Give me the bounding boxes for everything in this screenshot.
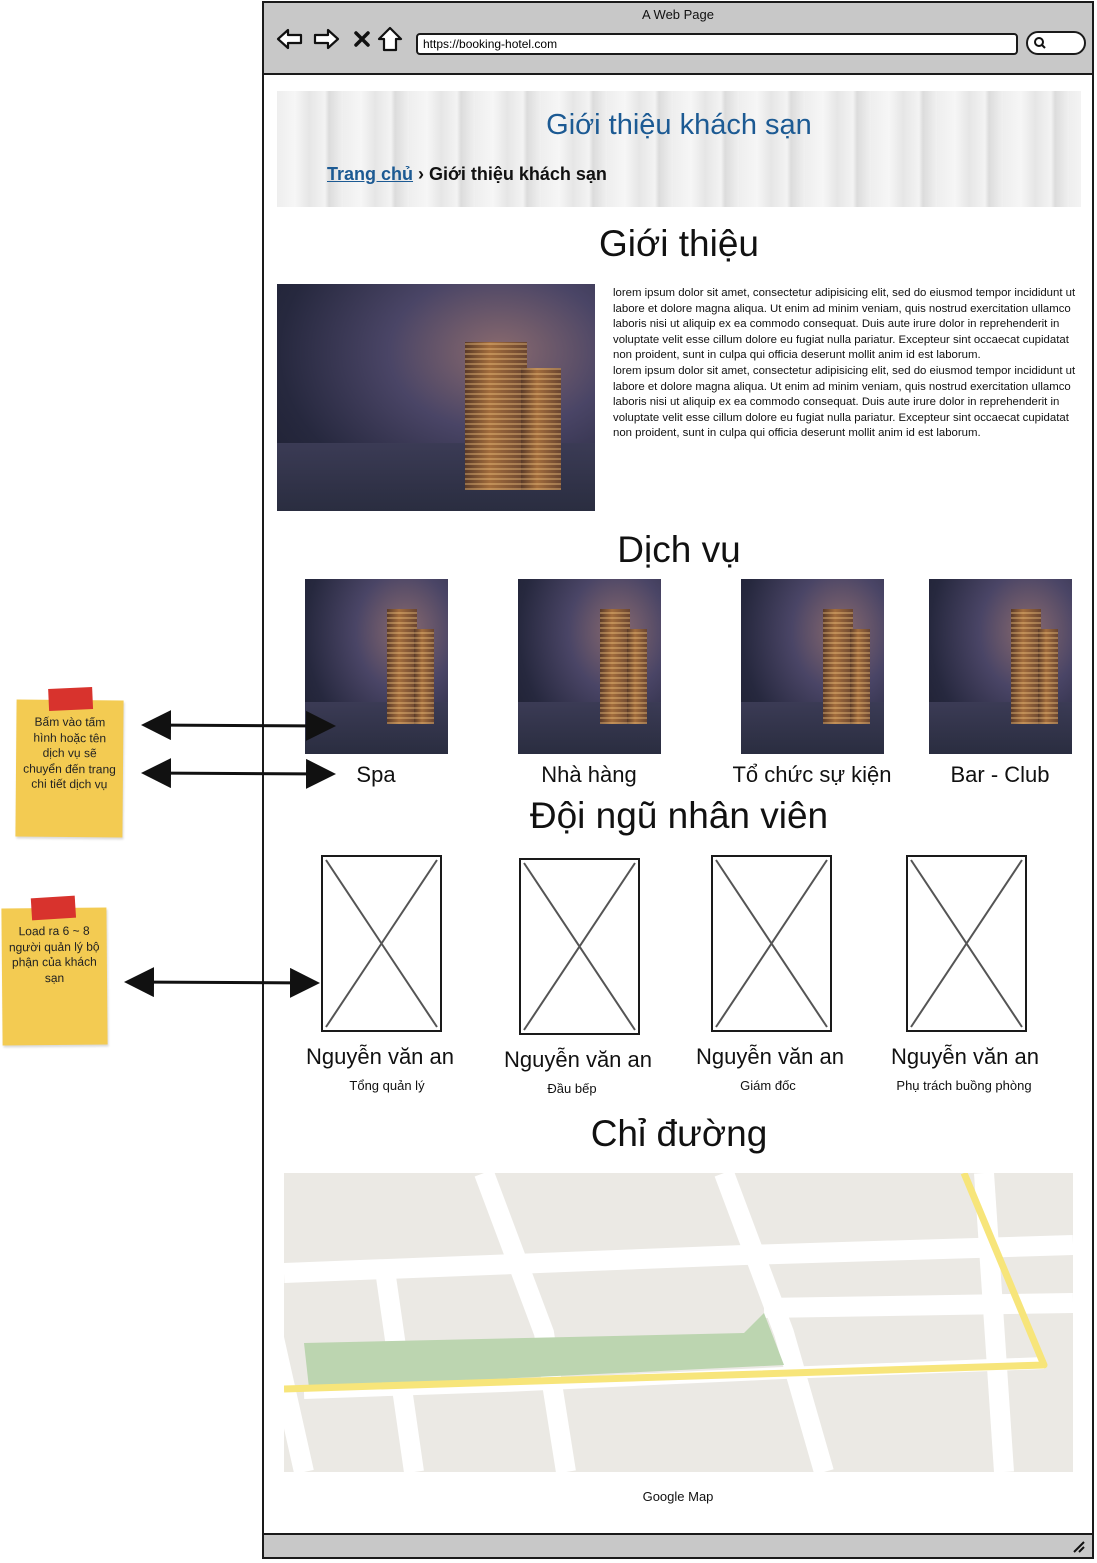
staff-photo-placeholder <box>321 855 442 1032</box>
note-text: Bấm vào tấm hình hoặc tên dịch vụ sẽ chu… <box>23 714 116 792</box>
note-text: Load ra 6 ~ 8 người quản lý bộ phận của … <box>8 923 100 985</box>
map-caption: Google Map <box>642 1489 714 1504</box>
annotation-note-staff: Load ra 6 ~ 8 người quản lý bộ phận của … <box>1 895 108 1046</box>
directions-heading: Chỉ đường <box>590 1113 768 1154</box>
arrow-right-icon <box>313 28 340 50</box>
breadcrumb-home-link[interactable]: Trang chủ <box>327 164 414 184</box>
close-icon <box>354 31 370 47</box>
service-image-bar[interactable] <box>929 579 1072 754</box>
staff-photo-placeholder <box>519 858 640 1035</box>
resize-grip-icon[interactable] <box>1070 1538 1086 1554</box>
back-button[interactable] <box>276 25 304 53</box>
staff-role: Tổng quản lý <box>349 1078 425 1093</box>
services-heading: Dịch vụ <box>617 529 741 570</box>
service-name-link[interactable]: Tổ chức sự kiện <box>732 762 892 787</box>
image-placeholder-icon <box>715 859 828 1028</box>
tape-icon <box>48 687 94 711</box>
intro-paragraph: lorem ipsum dolor sit amet, consectetur … <box>613 364 1076 440</box>
intro-heading: Giới thiệu <box>599 223 759 264</box>
staff-name: Nguyễn văn an <box>891 1044 1039 1069</box>
google-map[interactable] <box>284 1173 1073 1472</box>
staff-photo-placeholder <box>711 855 832 1032</box>
staff-role: Đầu bếp <box>547 1081 597 1096</box>
stop-button[interactable] <box>348 25 376 53</box>
page-title: Giới thiệu khách sạn <box>546 109 812 141</box>
window-title: A Web Page <box>641 7 715 22</box>
home-button[interactable] <box>376 25 404 53</box>
breadcrumb: Trang chủ › Giới thiệu khách sạn <box>327 164 607 185</box>
map-graphic <box>284 1173 1073 1472</box>
staff-role: Phụ trách buồng phòng <box>896 1078 1032 1093</box>
search-icon <box>1034 37 1046 49</box>
service-name-link[interactable]: Spa <box>356 762 396 787</box>
staff-photo-placeholder <box>906 855 1027 1032</box>
browser-toolbar: A Web Page https://booking-hotel.com <box>264 3 1092 75</box>
image-placeholder-icon <box>523 862 636 1031</box>
annotation-note-services: Bấm vào tấm hình hoặc tên dịch vụ sẽ chu… <box>15 687 124 838</box>
service-name-link[interactable]: Bar - Club <box>950 762 1050 787</box>
arrow-left-icon <box>276 28 303 50</box>
service-image-events[interactable] <box>741 579 884 754</box>
service-name-link[interactable]: Nhà hàng <box>541 762 637 787</box>
url-bar[interactable]: https://booking-hotel.com <box>416 33 1018 55</box>
forward-button[interactable] <box>312 25 340 53</box>
image-placeholder-icon <box>325 859 438 1028</box>
tape-icon <box>30 895 77 921</box>
home-icon <box>377 26 403 52</box>
image-placeholder-icon <box>910 859 1023 1028</box>
search-input[interactable] <box>1026 31 1086 55</box>
staff-name: Nguyễn văn an <box>696 1044 844 1069</box>
service-image-restaurant[interactable] <box>518 579 661 754</box>
breadcrumb-separator: › <box>418 164 425 184</box>
breadcrumb-current: Giới thiệu khách sạn <box>429 164 607 184</box>
browser-statusbar <box>264 1533 1092 1557</box>
staff-name: Nguyễn văn an <box>504 1047 652 1072</box>
staff-name: Nguyễn văn an <box>306 1044 454 1069</box>
intro-text: lorem ipsum dolor sit amet, consectetur … <box>613 286 1081 442</box>
hotel-intro-image <box>277 284 595 511</box>
intro-paragraph: lorem ipsum dolor sit amet, consectetur … <box>613 287 1076 362</box>
page-header-banner: Giới thiệu khách sạn Trang chủ › Giới th… <box>277 91 1081 207</box>
staff-role: Giám đốc <box>740 1078 796 1093</box>
browser-window: A Web Page https://booking-hotel.com Giớ… <box>262 1 1094 1559</box>
staff-heading: Đội ngũ nhân viên <box>529 795 829 836</box>
service-image-spa[interactable] <box>305 579 448 754</box>
